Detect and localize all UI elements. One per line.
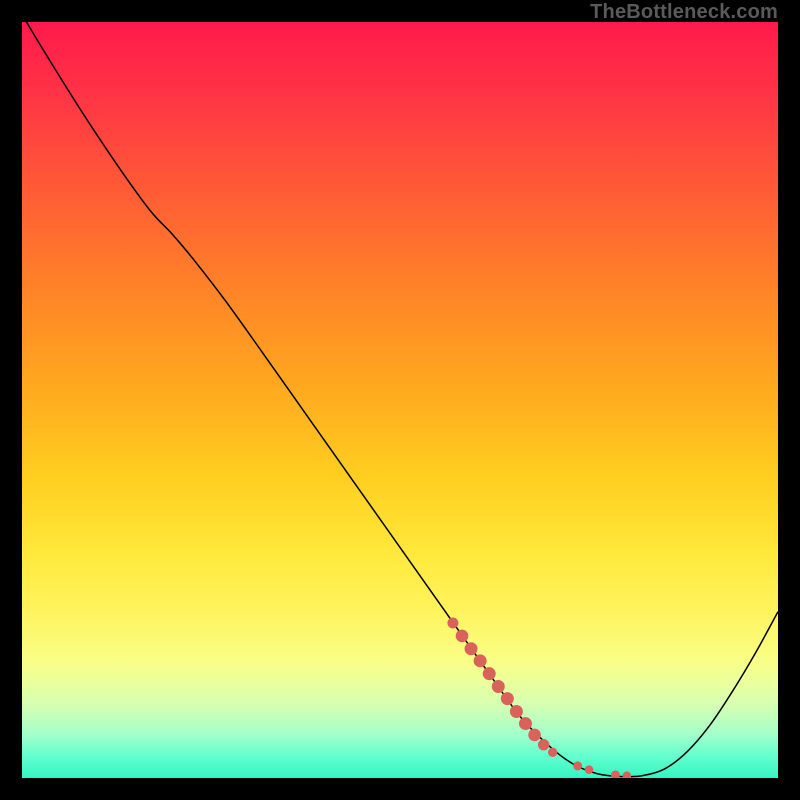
bottleneck-curve-chart bbox=[22, 22, 778, 778]
highlight-marker bbox=[474, 655, 486, 667]
plot-area bbox=[22, 22, 778, 778]
highlight-marker bbox=[456, 630, 468, 642]
highlight-marker bbox=[549, 748, 557, 756]
highlight-marker bbox=[483, 668, 495, 680]
highlight-marker bbox=[585, 766, 593, 774]
highlight-marker bbox=[448, 618, 458, 628]
highlight-marker bbox=[501, 693, 513, 705]
highlight-marker bbox=[529, 729, 541, 741]
highlight-marker bbox=[623, 772, 631, 778]
highlight-marker bbox=[574, 762, 582, 770]
watermark-text: TheBottleneck.com bbox=[590, 1, 778, 24]
highlight-marker bbox=[611, 771, 619, 778]
highlight-marker bbox=[510, 705, 522, 717]
highlight-marker bbox=[538, 740, 548, 750]
highlight-marker bbox=[492, 681, 504, 693]
gradient-background bbox=[22, 22, 778, 778]
chart-container: TheBottleneck.com bbox=[0, 0, 800, 800]
highlight-marker bbox=[465, 643, 477, 655]
highlight-marker bbox=[519, 718, 531, 730]
